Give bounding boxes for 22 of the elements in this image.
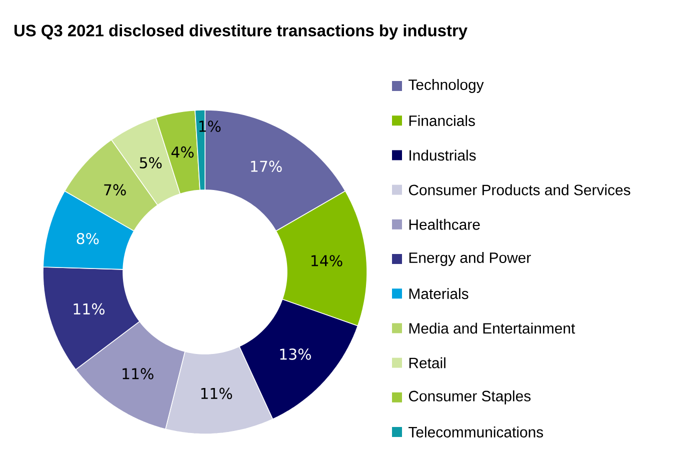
data-label: 17% <box>251 160 282 172</box>
chart-title: US Q3 2021 disclosed divestiture transactions by industry <box>14 24 468 40</box>
legend-label: Consumer Products and Services <box>408 184 630 196</box>
data-label: 11% <box>201 388 232 400</box>
legend-label: Media and Entertainment <box>409 322 576 334</box>
legend-label: Materials <box>409 288 468 300</box>
legend-label: Energy and Power <box>409 252 531 266</box>
legend-label: Retail <box>409 357 446 368</box>
legend-label: Technology <box>408 79 484 93</box>
legend-label: Financials <box>409 115 475 126</box>
data-label: 8% <box>76 232 99 244</box>
data-label: 11% <box>122 368 154 380</box>
data-label: 5% <box>140 157 162 168</box>
legend-label: Healthcare <box>409 218 480 230</box>
data-label: 11% <box>74 303 105 315</box>
legend-label: Consumer Staples <box>408 390 531 404</box>
data-label: 4% <box>171 146 194 158</box>
legend-label: Telecommunications <box>408 426 544 438</box>
legend-label: Industrials <box>410 150 476 161</box>
data-label: 7% <box>104 184 126 196</box>
data-label: 13% <box>280 348 311 360</box>
data-label: 14% <box>312 255 342 266</box>
